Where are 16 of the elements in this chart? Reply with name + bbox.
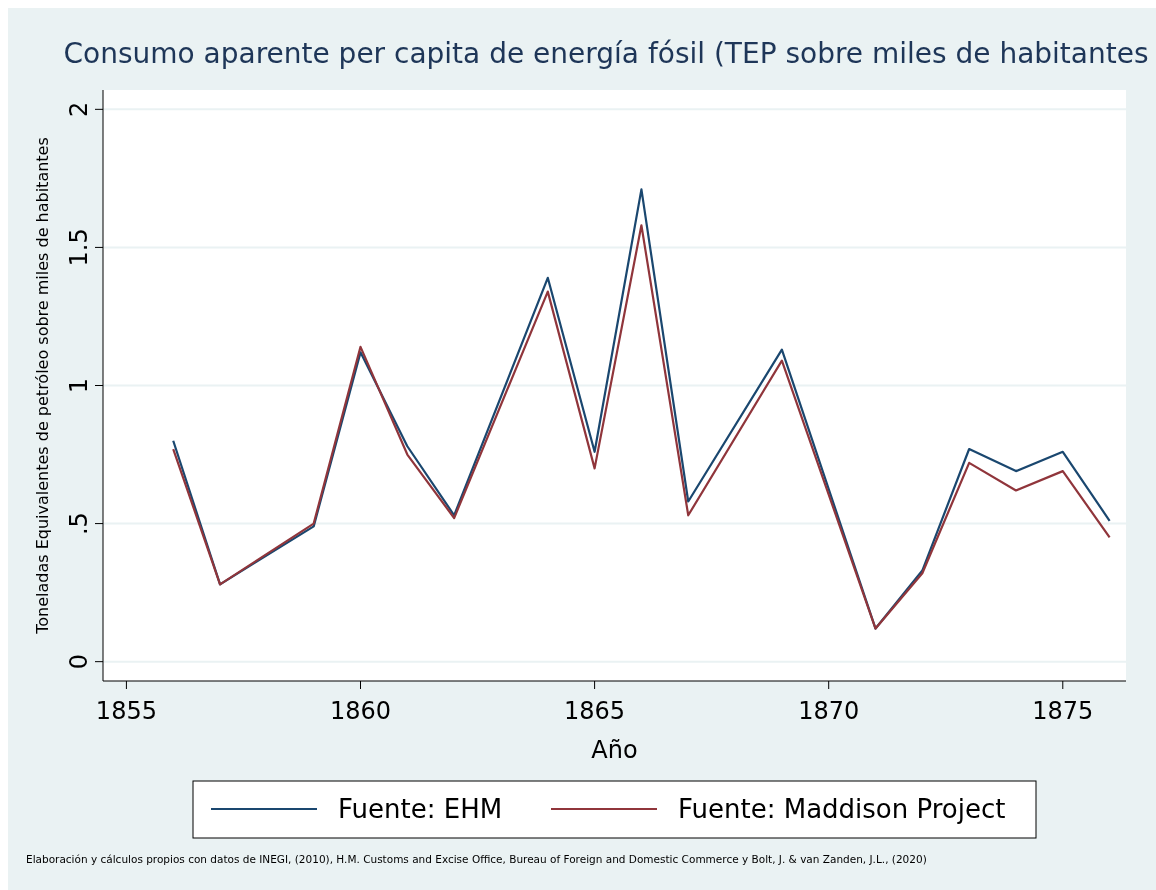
legend-label: Fuente: Maddison Project — [678, 794, 1006, 824]
chart-title: Consumo aparente per capita de energía fósil (TEP sobre miles de habitantes — [63, 37, 1149, 70]
text: Elaboración y cálculos propios con datos de INEGI, (2010), H.M. Customs and Excise Office, Bureau of Foreign and Domestic Commerce y Bolt, J. & van Zanden, J.L., (2020) — [26, 853, 927, 865]
x-tick-label: 1865 — [564, 697, 626, 725]
y-axis-title: Toneladas Equivalentes de petróleo sobre miles de habitantes — [33, 137, 52, 635]
x-tick-label: 1855 — [95, 697, 157, 725]
legend-label: Fuente: EHM — [338, 794, 503, 824]
y-tick-label: 1.5 — [65, 228, 93, 267]
x-tick-label: 1875 — [1032, 697, 1094, 725]
x-tick-label: 1860 — [329, 697, 392, 725]
y-tick-label: .5 — [65, 512, 93, 536]
y-tick-label: 2 — [65, 101, 93, 117]
y-tick-label: 0 — [65, 654, 93, 670]
x-axis-title: Año — [591, 736, 638, 764]
y-tick-label: 1 — [65, 377, 93, 394]
x-tick-label: 1870 — [798, 697, 860, 725]
